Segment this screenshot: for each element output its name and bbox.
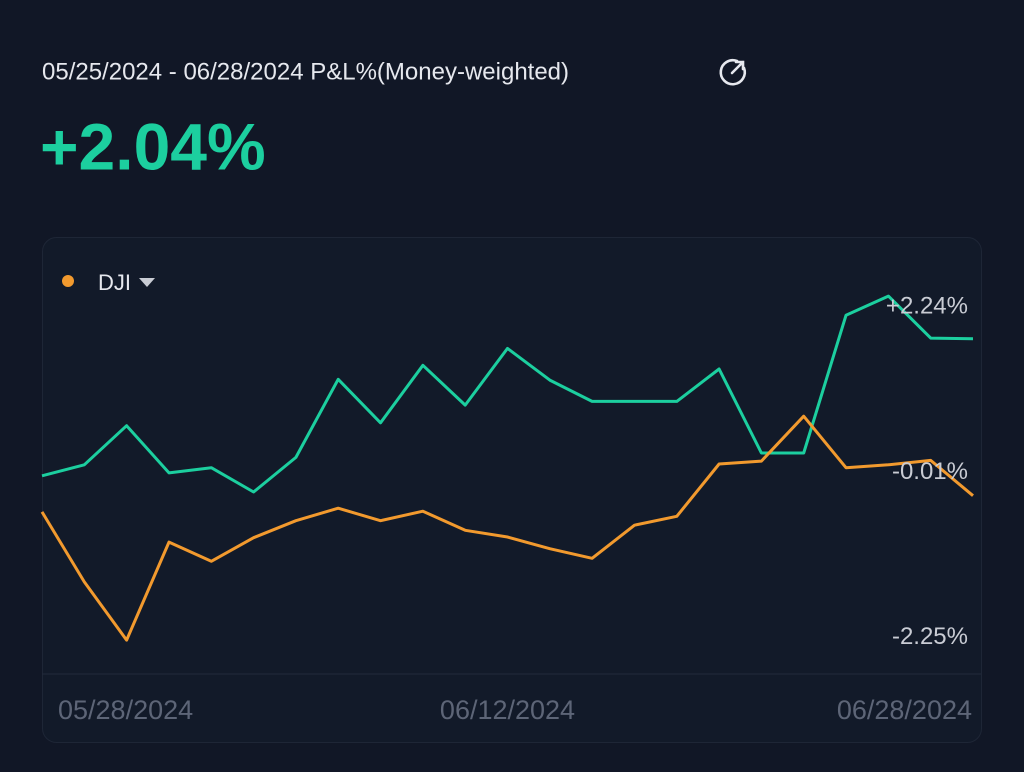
legend-dot [62,275,74,287]
header-title: 05/25/2024 - 06/28/2024 P&L%(Money-weigh… [42,58,569,85]
x-tick-label: 06/12/2024 [440,695,575,725]
plot: +2.24% -0.01% -2.25% 05/28/2024 06/12/2024 06… [40,292,974,725]
share-circle [719,59,746,86]
legend[interactable]: DJI [62,270,155,295]
share-arrow [730,60,745,75]
y-tick-label: +2.24% [886,292,968,319]
y-tick-label: -2.25% [892,623,968,650]
x-tick-label: 06/28/2024 [837,695,972,725]
y-tick-label: -0.01% [892,458,968,485]
share-icon[interactable] [719,59,746,86]
legend-dropdown[interactable] [139,278,155,287]
series-line [41,294,974,494]
x-tick-label: 05/28/2024 [58,695,193,725]
chart-card [42,237,982,743]
legend-label[interactable]: DJI [98,270,131,295]
pl-value: +2.04% [40,109,266,183]
series-line [40,414,974,642]
